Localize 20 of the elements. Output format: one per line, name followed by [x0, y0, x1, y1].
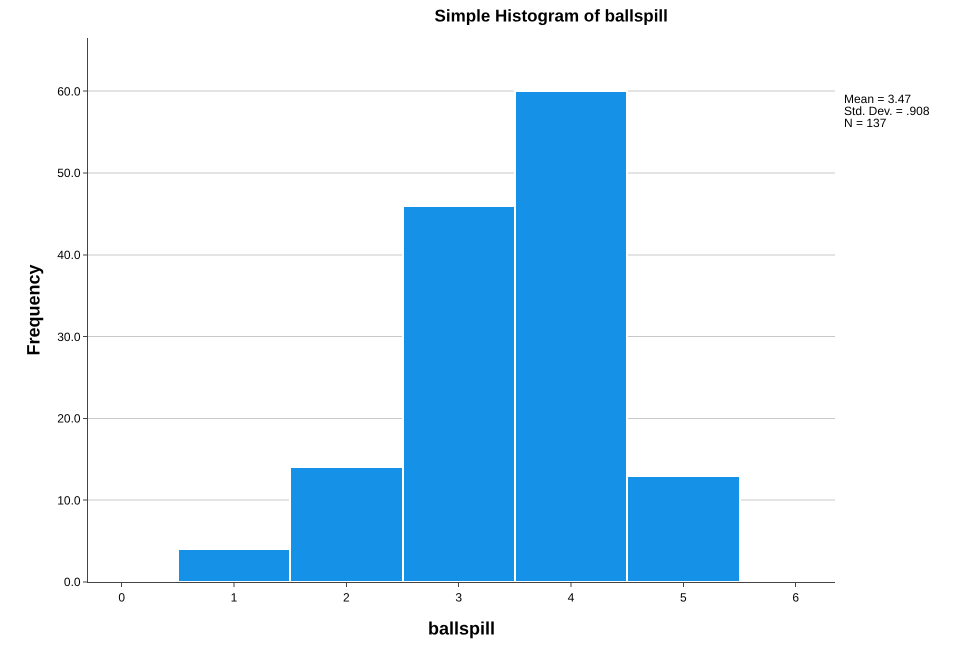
x-tick-label: 1 — [230, 590, 238, 604]
chart-title: Simple Histogram of ballspill — [434, 6, 668, 26]
y-tick-label: 30.0 — [57, 330, 81, 344]
y-tick-label: 60.0 — [57, 84, 81, 98]
y-tick-label: 40.0 — [57, 248, 81, 262]
x-tick-label: 6 — [792, 590, 800, 604]
text: Mean = 3.47 — [844, 92, 912, 106]
x-tick-label: 2 — [343, 590, 350, 604]
x-tick-label: 3 — [455, 590, 462, 604]
x-axis-title: ballspill — [428, 618, 496, 638]
text: N = 137 — [844, 116, 887, 130]
x-tick-label: 5 — [680, 590, 688, 604]
y-tick-label: 50.0 — [57, 166, 81, 180]
y-axis-title: Frequency — [23, 264, 44, 356]
y-tick-label: 20.0 — [57, 412, 81, 426]
x-tick-label: 0 — [118, 590, 126, 604]
text: Std. Dev. = .908 — [844, 104, 930, 118]
y-tick-label: 0.0 — [64, 575, 81, 590]
x-tick-label: 4 — [568, 590, 575, 604]
y-tick-label: 10.0 — [57, 493, 81, 508]
